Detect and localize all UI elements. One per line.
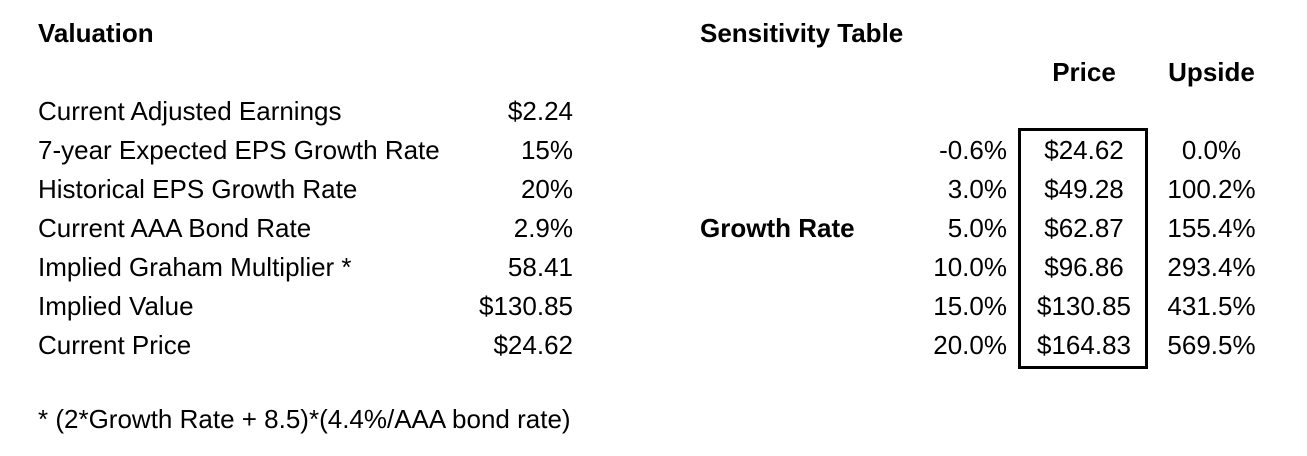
table-row: Implied Value $130.85 [38, 287, 573, 326]
growth-rate-cell: 10.0% [933, 252, 1007, 282]
valuation-row-label: Historical EPS Growth Rate [38, 174, 358, 204]
upside-cell: 155.4% [1167, 213, 1256, 243]
price-cell: $24.62 [1044, 135, 1124, 165]
table-row: 20.0% $164.83 569.5% [700, 326, 1268, 365]
table-row: 3.0% $49.28 100.2% [700, 170, 1268, 209]
valuation-row-value: 2.9% [513, 213, 573, 243]
upside-cell: 569.5% [1167, 330, 1256, 360]
valuation-row-label: Current AAA Bond Rate [38, 213, 312, 243]
upside-cell: 293.4% [1167, 252, 1256, 282]
valuation-row-value: 20% [520, 174, 573, 204]
price-column-header: Price [1052, 57, 1116, 87]
growth-rate-cell: 5.0% [947, 213, 1007, 243]
valuation-row-value: $130.85 [479, 291, 573, 321]
price-cell: $49.28 [1044, 174, 1124, 204]
price-cell: $96.86 [1044, 252, 1124, 282]
sensitivity-table: -0.6% $24.62 0.0% 3.0% $49.28 100.2% Gro… [700, 131, 1268, 365]
upside-cell: 100.2% [1167, 174, 1256, 204]
price-cell: $164.83 [1037, 330, 1131, 360]
valuation-row-label: 7-year Expected EPS Growth Rate [38, 135, 440, 165]
growth-rate-cell: 15.0% [933, 291, 1007, 321]
table-row: -0.6% $24.62 0.0% [700, 131, 1268, 170]
table-row: Implied Graham Multiplier * 58.41 [38, 248, 573, 287]
table-row: Current Price $24.62 [38, 326, 573, 365]
growth-rate-axis-spacer [700, 326, 870, 365]
table-row: 10.0% $96.86 293.4% [700, 248, 1268, 287]
price-cell: $130.85 [1037, 291, 1131, 321]
valuation-row-label: Current Price [38, 330, 192, 360]
growth-rate-axis-spacer [700, 248, 870, 287]
table-row: Historical EPS Growth Rate 20% [38, 170, 573, 209]
upside-column-header: Upside [1168, 57, 1255, 87]
valuation-row-label: Implied Graham Multiplier * [38, 252, 352, 282]
table-row: Current Adjusted Earnings $2.24 [38, 92, 573, 131]
valuation-row-label: Current Adjusted Earnings [38, 96, 342, 126]
graham-formula-footnote: * (2*Growth Rate + 8.5)*(4.4%/AAA bond r… [38, 404, 571, 434]
sensitivity-table-title: Sensitivity Table [700, 18, 904, 48]
growth-rate-axis-spacer [700, 131, 870, 170]
valuation-row-value: 15% [520, 135, 573, 165]
growth-rate-axis-label: Growth Rate [700, 213, 855, 243]
table-row: Growth Rate 5.0% $62.87 155.4% [700, 209, 1268, 248]
growth-rate-cell: 3.0% [947, 174, 1007, 204]
price-cell: $62.87 [1044, 213, 1124, 243]
valuation-table: Current Adjusted Earnings $2.24 7-year E… [38, 92, 573, 365]
valuation-row-value: $2.24 [507, 96, 573, 126]
valuation-row-label: Implied Value [38, 291, 194, 321]
table-row: 15.0% $130.85 431.5% [700, 287, 1268, 326]
growth-rate-cell: -0.6% [939, 135, 1007, 165]
growth-rate-axis-spacer [700, 170, 870, 209]
table-row: Current AAA Bond Rate 2.9% [38, 209, 573, 248]
valuation-row-value: $24.62 [493, 330, 573, 360]
growth-rate-axis-spacer [700, 287, 870, 326]
upside-cell: 431.5% [1167, 291, 1256, 321]
table-row: 7-year Expected EPS Growth Rate 15% [38, 131, 573, 170]
growth-rate-cell: 20.0% [933, 330, 1007, 360]
upside-cell: 0.0% [1181, 135, 1242, 165]
valuation-row-value: 58.41 [507, 252, 573, 282]
valuation-title: Valuation [38, 18, 154, 48]
